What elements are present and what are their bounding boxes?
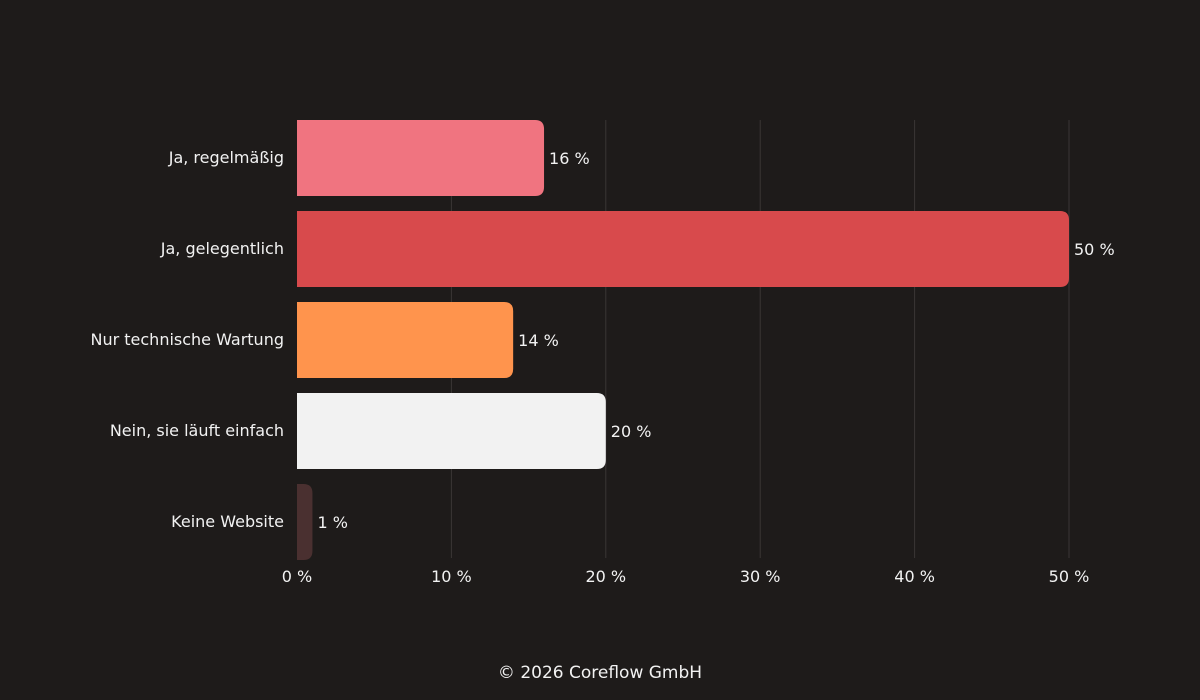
- x-tick-label: 10 %: [431, 567, 472, 586]
- value-label: 20 %: [611, 422, 652, 441]
- bar: [297, 484, 313, 560]
- category-labels: Ja, regelmäßig Ja, gelegentlich Nur techni…: [90, 148, 284, 531]
- value-label: 1 %: [317, 513, 347, 532]
- x-tick-label: 40 %: [894, 567, 935, 586]
- category-label: Keine Website: [171, 512, 284, 531]
- value-label: 14 %: [518, 331, 559, 350]
- bar: [297, 393, 606, 469]
- value-labels: 16 % 50 % 14 % 20 % 1 %: [317, 149, 1114, 532]
- category-label: Ja, regelmäßig: [168, 148, 284, 167]
- bars: [297, 120, 1069, 560]
- category-label: Nein, sie läuft einfach: [110, 421, 284, 440]
- bar: [297, 120, 545, 196]
- category-label: Ja, gelegentlich: [160, 239, 284, 258]
- bar: [297, 302, 514, 378]
- footer-copyright: © 2026 Coreflow GmbH: [497, 663, 703, 683]
- value-label: 50 %: [1074, 240, 1115, 259]
- bar: [297, 211, 1069, 287]
- x-tick-label: 20 %: [585, 567, 626, 586]
- category-label: Nur technische Wartung: [90, 330, 284, 349]
- x-tick-label: 0 %: [282, 567, 312, 586]
- gridlines: [450, 120, 1070, 558]
- x-axis-ticks: 0 % 10 % 20 % 30 % 40 % 50 %: [282, 567, 1090, 586]
- x-tick-label: 30 %: [740, 567, 781, 586]
- x-tick-label: 50 %: [1049, 567, 1090, 586]
- value-label: 16 %: [549, 149, 590, 168]
